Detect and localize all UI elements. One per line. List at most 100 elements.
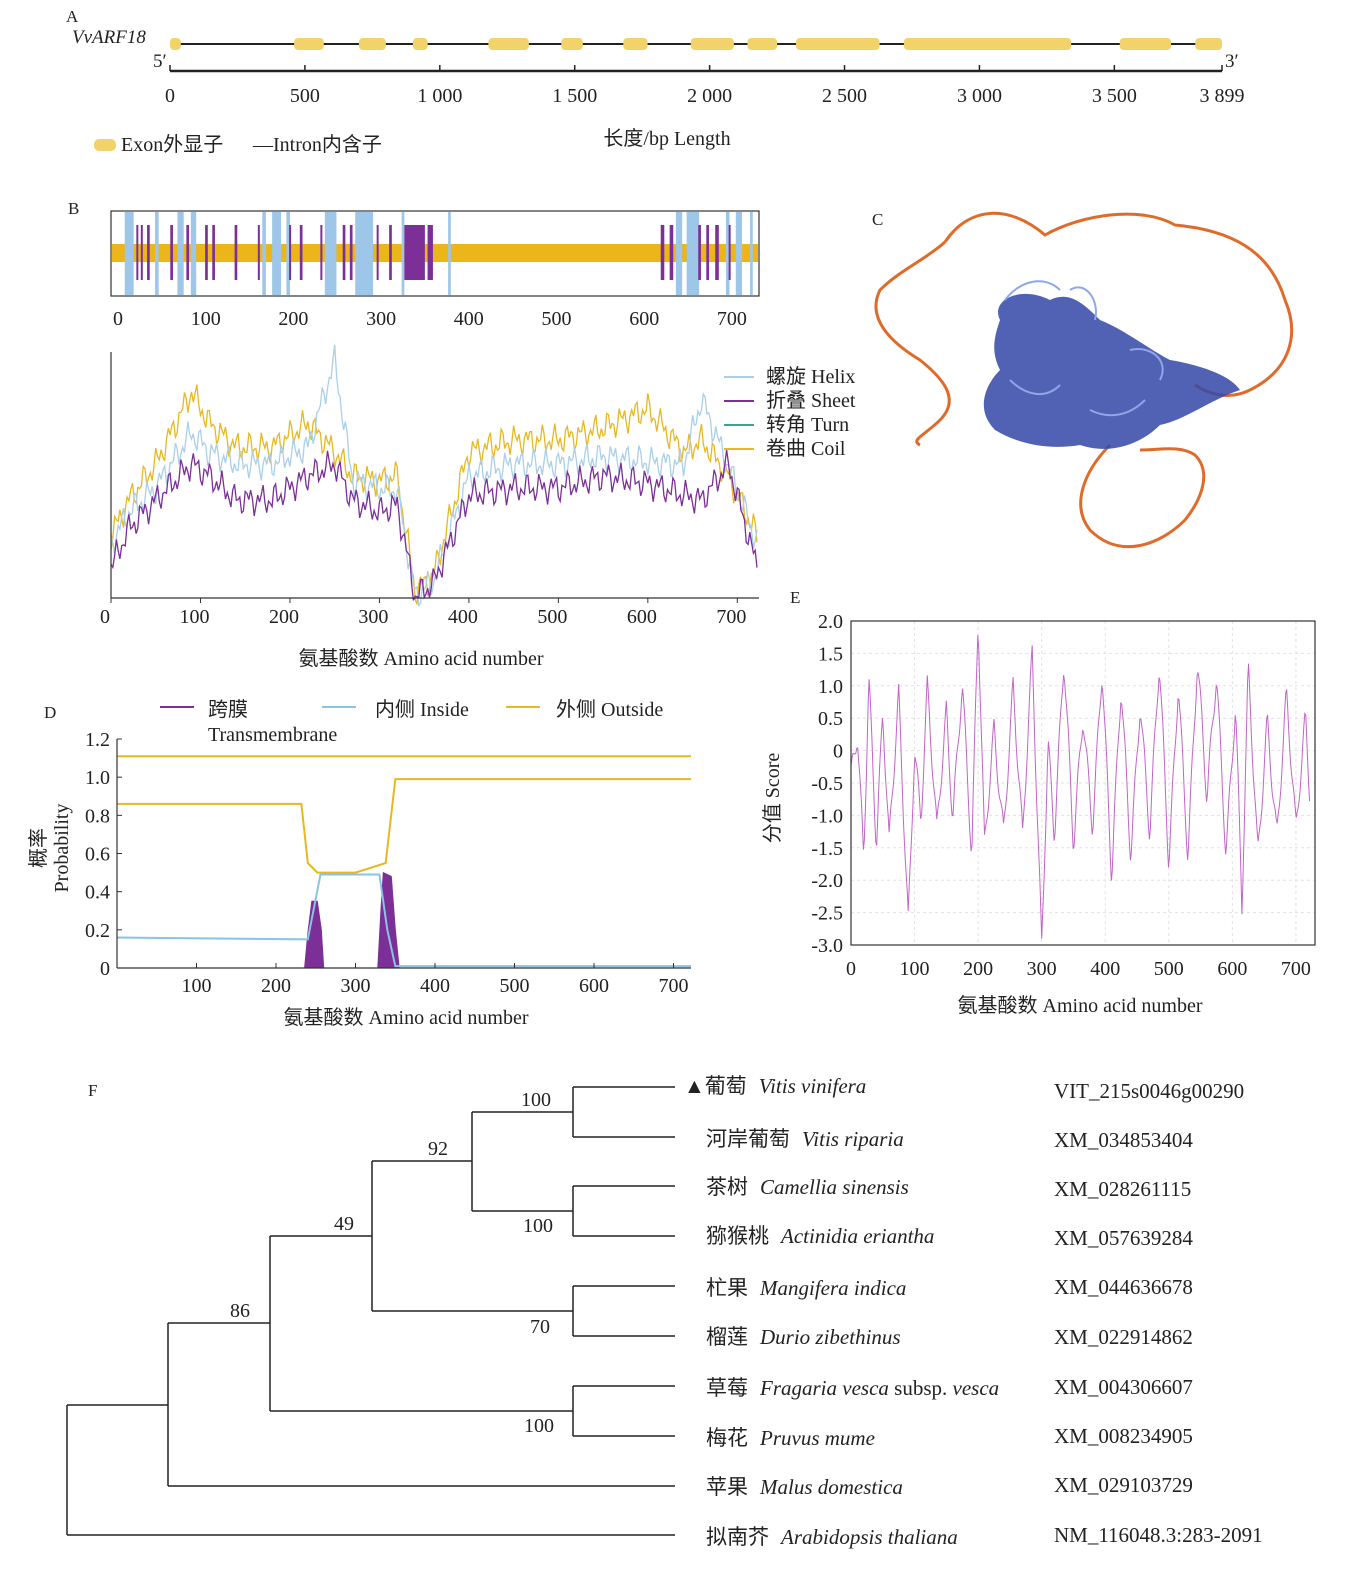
track-tick-label: 100	[191, 308, 221, 330]
b-x-tick-label: 500	[537, 606, 567, 628]
helix-segment	[355, 212, 374, 295]
gene-name: VvARF18	[72, 27, 146, 48]
sheet-segment	[257, 225, 260, 280]
accession-id: XM_057639284	[1054, 1226, 1193, 1250]
e-y-tick-label: 1.5	[818, 643, 843, 665]
accession-id: NM_116048.3:283-2091	[1054, 1523, 1263, 1547]
exon-box	[795, 38, 880, 50]
helix-segment	[155, 212, 159, 295]
taxon-cn: 梅花	[706, 1426, 748, 1450]
taxon-label: 苹果 Malus domestica	[706, 1475, 903, 1499]
taxon-latin-2: vesca	[953, 1376, 1000, 1400]
exon-box	[1195, 38, 1222, 50]
e-x-tick-label: 500	[1154, 958, 1184, 980]
taxon-cn: 河岸葡萄	[706, 1127, 790, 1151]
exon-legend-swatch	[94, 139, 116, 151]
length-tick-label: 1 000	[417, 85, 462, 107]
length-tick-label: 3 000	[957, 85, 1002, 107]
panel-d: D 跨膜 Transmembrane 内侧 Inside 外侧 Outside …	[27, 698, 691, 1029]
sheet-segment	[706, 225, 709, 280]
structure-profile-chart	[110, 344, 758, 608]
legend-sheet-label: 折叠 Sheet	[766, 389, 856, 412]
exon-box	[690, 38, 734, 50]
b-legend: 螺旋 Helix 折叠 Sheet 转角 Turn 卷曲 Coil	[724, 365, 856, 460]
d-legend: 跨膜 Transmembrane 内侧 Inside 外侧 Outside	[160, 698, 663, 746]
panel-b-label: B	[68, 199, 79, 218]
exon-box	[488, 38, 529, 50]
e-y-tick-label: -2.0	[811, 870, 843, 892]
helix-segment	[190, 212, 197, 295]
secondary-structure-track	[112, 212, 758, 295]
b-tick-layer: 0 100 200 300 400 500 600 700	[100, 598, 746, 628]
b-x-tick-label: 700	[716, 606, 746, 628]
helix-segment	[177, 212, 184, 295]
protein-highlights	[1004, 280, 1164, 417]
d-y-axis-title-en: Probability	[51, 804, 73, 893]
taxon-cn: 杧果	[706, 1276, 748, 1300]
length-axis-title: 长度/bp Length	[603, 127, 730, 150]
sheet-segment	[212, 225, 215, 280]
length-tick-label: 2 000	[687, 85, 732, 107]
protein-loop-bottom	[1079, 443, 1206, 549]
intron-legend-label: —Intron内含子	[252, 133, 382, 156]
sheet-segment	[349, 225, 353, 280]
sheet-segment	[427, 225, 433, 280]
taxon-label: 梅花 Pruvus mume	[706, 1426, 875, 1450]
sheet-segment	[715, 225, 719, 280]
track-frame	[110, 210, 760, 297]
sheet-segment	[140, 225, 143, 280]
sheet-segment	[660, 225, 665, 280]
track-tick-label: 500	[542, 308, 572, 330]
sheet-segment	[234, 225, 238, 280]
profile-line	[110, 344, 758, 608]
e-plot-frame	[850, 620, 1316, 946]
taxon-cn: 苹果	[706, 1475, 748, 1499]
inside-line	[116, 873, 691, 968]
d-y-axis-title-cn: 概率	[27, 828, 50, 868]
e-tick-layer: 2.01.51.00.50-0.5-1.0-1.5-2.0-2.5-3.00 10…	[811, 611, 1311, 980]
bootstrap-value: 100	[523, 1215, 553, 1237]
taxon-label: 猕猴桃 Actinidia eriantha	[706, 1224, 934, 1248]
d-x-tick-label: 600	[579, 975, 609, 997]
helix-segment	[401, 212, 405, 295]
b-x-tick-label: 200	[269, 606, 299, 628]
five-prime-label: 5′	[153, 51, 167, 72]
exon-box	[170, 38, 181, 50]
legend-outside-label: 外侧 Outside	[556, 698, 663, 721]
bootstrap-value: 92	[428, 1138, 448, 1160]
profile-line	[110, 449, 758, 601]
accession-id: XM_029103729	[1054, 1473, 1193, 1497]
tree-root	[66, 1404, 675, 1536]
taxon-latin: Pruvus mume	[759, 1426, 875, 1450]
e-x-tick-label: 300	[1027, 958, 1057, 980]
b-x-tick-label: 100	[179, 606, 209, 628]
panel-c-label: C	[872, 210, 883, 229]
b-x-axis-title: 氨基酸数 Amino acid number	[299, 647, 544, 670]
track-tick-label: 700	[717, 308, 747, 330]
d-x-axis-title: 氨基酸数 Amino acid number	[284, 1006, 529, 1029]
helix-segment	[725, 212, 730, 295]
taxon-label: ▲葡萄 Vitis vinifera	[684, 1074, 866, 1098]
score-line	[850, 635, 1311, 939]
taxon-label: 杧果 Mangifera indica	[706, 1276, 906, 1300]
taxon-suffix: subsp.	[889, 1376, 953, 1400]
e-x-tick-label: 100	[900, 958, 930, 980]
sheet-segment	[170, 225, 173, 280]
e-x-tick-label: 600	[1217, 958, 1247, 980]
d-x-tick-label: 400	[420, 975, 450, 997]
exon-box	[294, 38, 324, 50]
taxon-latin: Malus domestica	[759, 1475, 903, 1499]
d-y-tick-label: 0.6	[85, 844, 110, 866]
b-x-tick-label: 0	[100, 606, 110, 628]
sheet-segment	[320, 225, 323, 280]
tree-clade-mangifera-durio	[572, 1285, 675, 1337]
sheet-segment	[404, 225, 425, 280]
track-tick-label: 0	[113, 308, 123, 330]
tree-clade-fragaria-prunus	[572, 1385, 675, 1437]
taxon-latin: Arabidopsis thaliana	[779, 1525, 958, 1549]
panel-b: B 0 100 200 300 400 500 600 700 0 100 200 300 400 50…	[68, 199, 856, 670]
d-y-tick-label: 0	[100, 958, 110, 980]
panel-e: E 2.01.51.00.50-0.5-1.0-1.5-2.0-2.5-3.00…	[761, 588, 1316, 1017]
helix-segment	[272, 212, 282, 295]
e-x-tick-label: 700	[1281, 958, 1311, 980]
